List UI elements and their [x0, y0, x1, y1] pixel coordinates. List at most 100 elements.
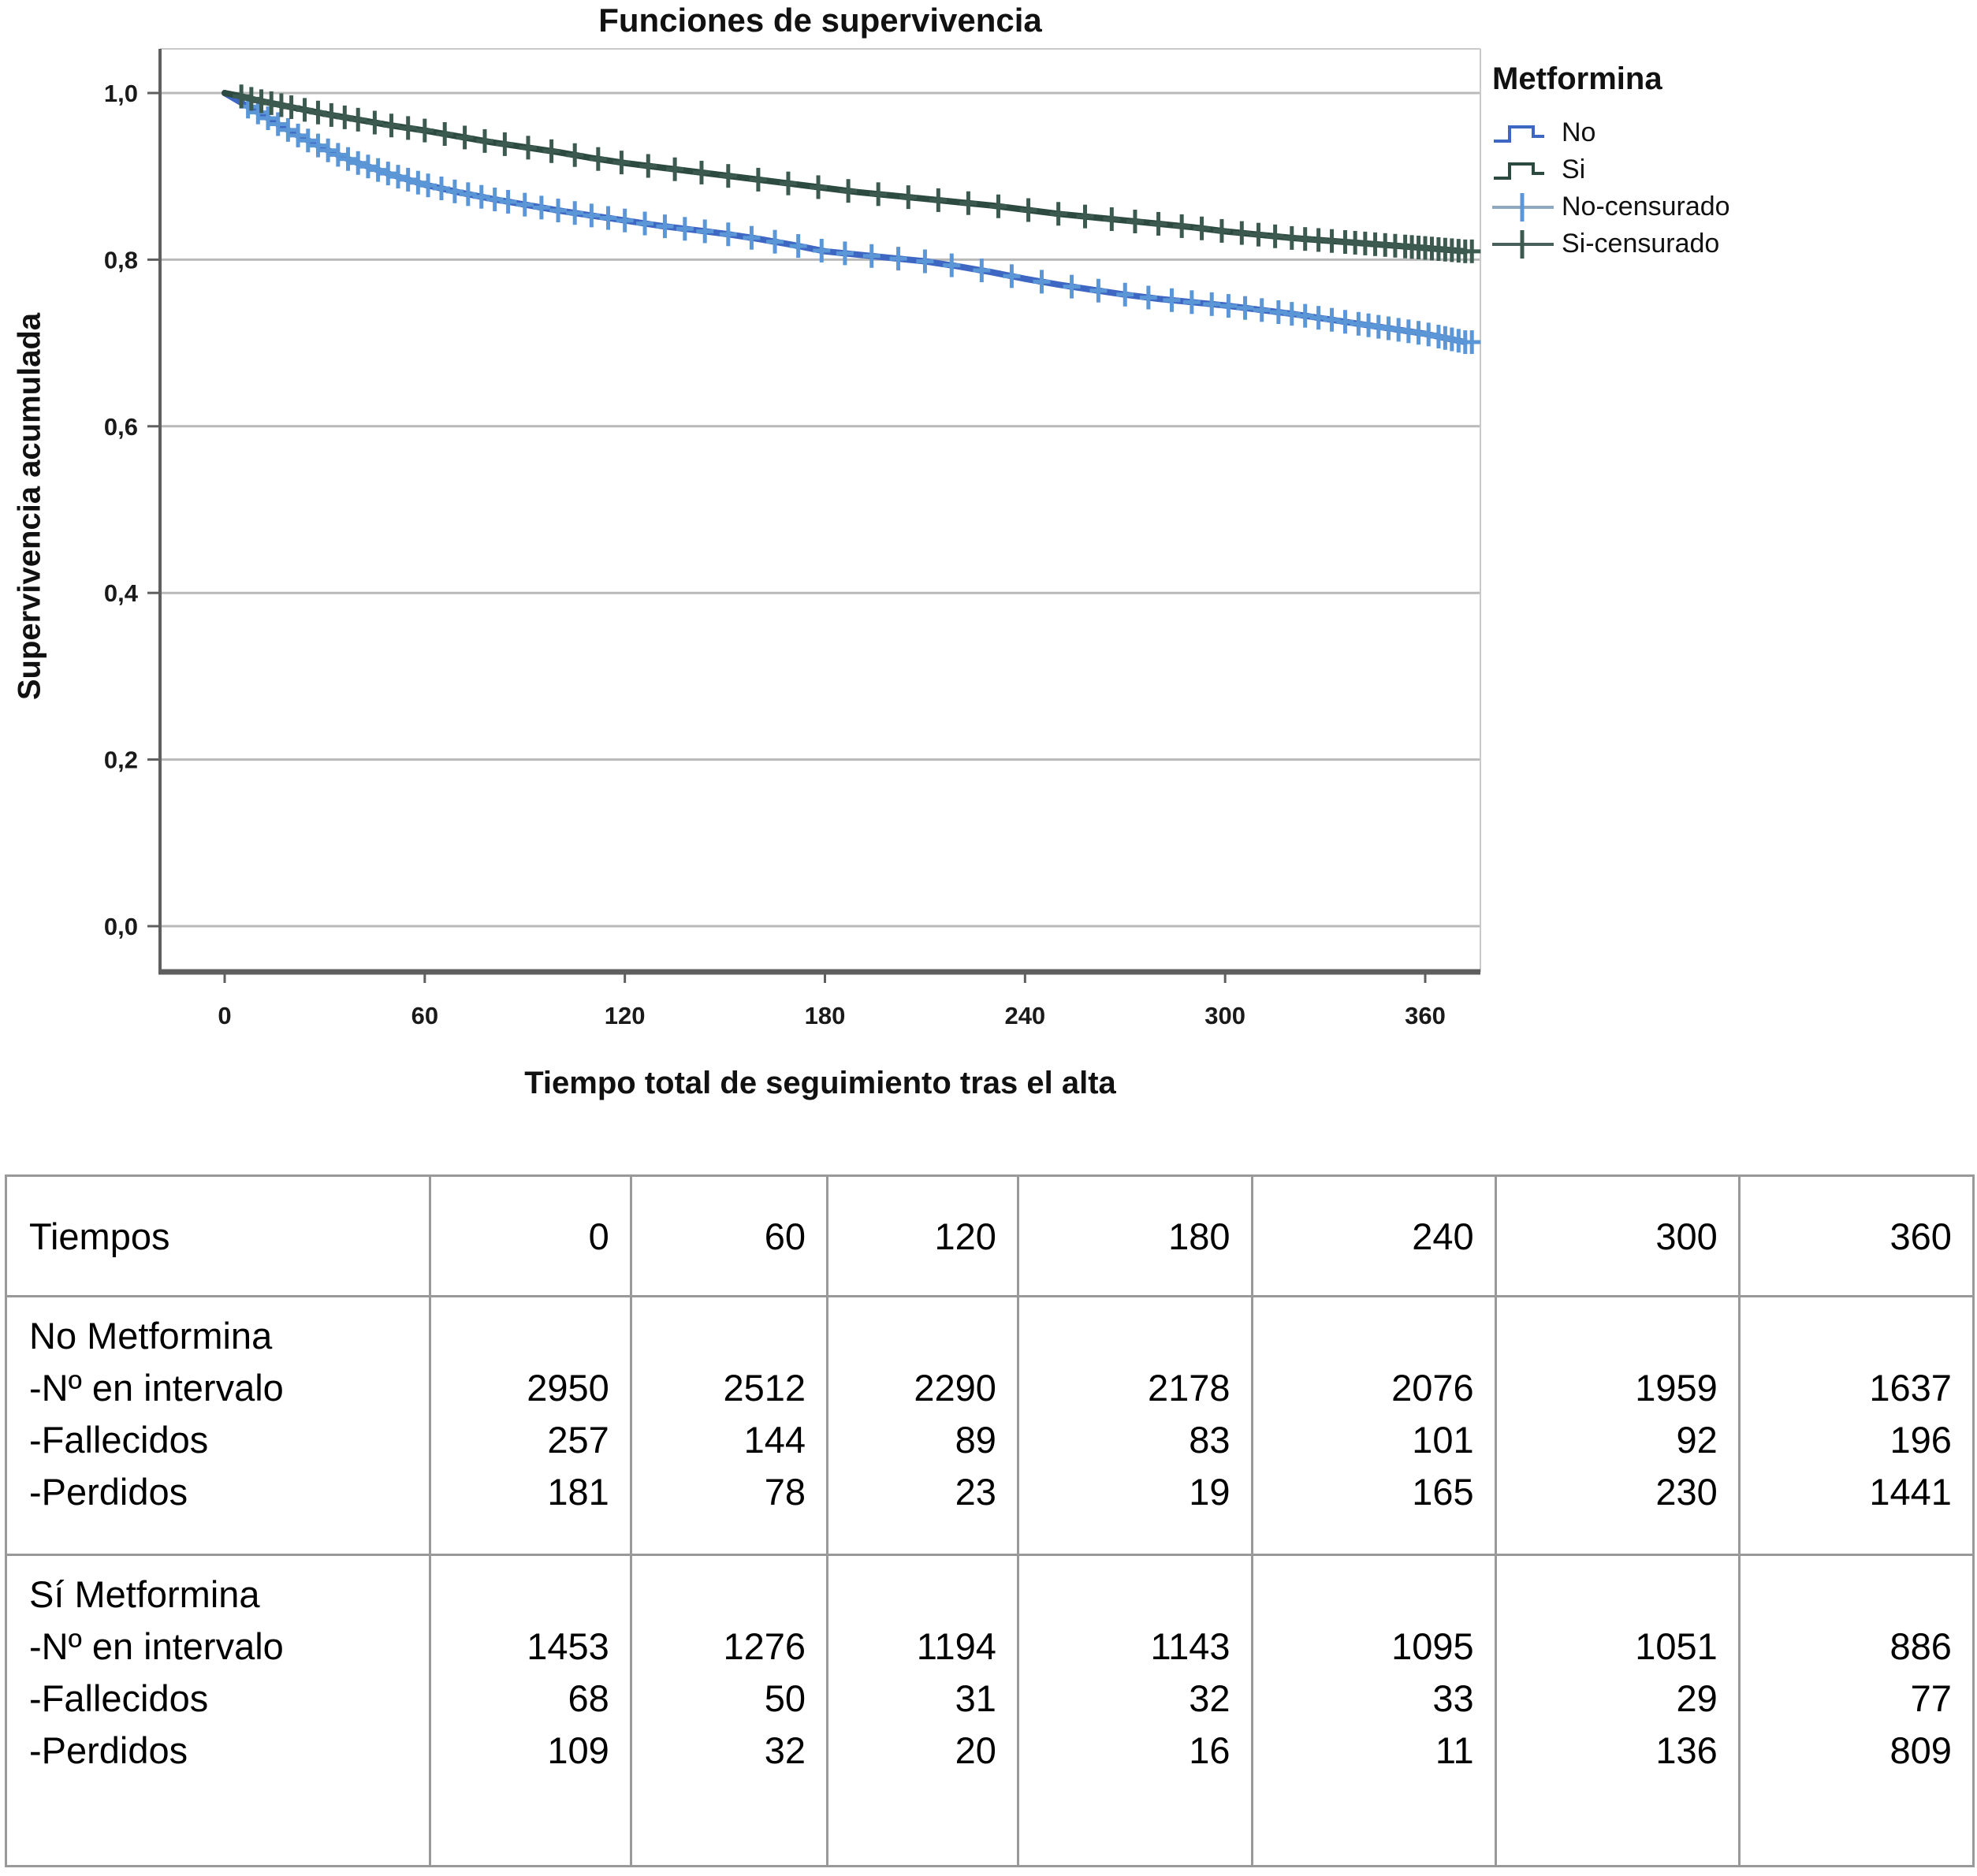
- row-value: 1194: [916, 1625, 996, 1667]
- row-value: 20: [955, 1729, 996, 1771]
- row-value: 23: [955, 1471, 996, 1513]
- row-value: 68: [568, 1677, 609, 1719]
- table-group-row: Sí Metformina -Nº en intervalo -Fallecidos…: [7, 1556, 1972, 1865]
- table-group-row: No Metformina -Nº en intervalo -Fallecidos…: [7, 1297, 1972, 1556]
- group-value-cell: 2076 101 165: [1253, 1297, 1497, 1556]
- row-value: 1453: [527, 1625, 609, 1667]
- header-time-value: 60: [631, 1177, 829, 1297]
- row-value: 1959: [1635, 1367, 1718, 1409]
- table-header-row: Tiempos 0 60 120 180 240 300 360: [7, 1177, 1972, 1297]
- legend-entry-si-censurado: Si-censurado: [1492, 225, 1965, 262]
- header-times-label: Tiempos: [7, 1177, 432, 1297]
- legend-entry-label: Si: [1562, 154, 1586, 184]
- legend-entry-no: No: [1492, 114, 1965, 151]
- legend-entry-si: Si: [1492, 151, 1965, 188]
- censor-cross-icon: [1492, 229, 1554, 259]
- group-value-cell: 2512 144 78: [631, 1297, 829, 1556]
- group-value-cell: 2290 89 23: [828, 1297, 1019, 1556]
- row-value: 230: [1655, 1471, 1718, 1513]
- step-line-icon: [1494, 162, 1544, 180]
- row-value: 19: [1189, 1471, 1231, 1513]
- survival-plot-svg: 0,0 0,2 0,4 0,6 0,8 1,0 0 60 120 180 240 300 360: [104, 48, 1481, 1029]
- row-value: 2950: [527, 1367, 609, 1409]
- risk-table: Tiempos 0 60 120 180 240 300 360 No Metformina -N…: [5, 1174, 1975, 1867]
- survival-curve-si: [222, 90, 1469, 255]
- spacer-line: [431, 1569, 629, 1621]
- spacer-line: [632, 1310, 826, 1362]
- spacer-line: [1741, 1569, 1972, 1621]
- group-value-cell: 1637 196 1441: [1740, 1297, 1972, 1556]
- group-name: Sí Metformina: [29, 1573, 260, 1615]
- group-value-cell: 1453 68 109: [431, 1556, 632, 1865]
- row-value: 16: [1189, 1729, 1231, 1771]
- legend-entry-no-censurado: No-censurado: [1492, 188, 1965, 225]
- row-value: 1637: [1869, 1367, 1952, 1409]
- row-value: 2512: [723, 1367, 806, 1409]
- row-value: 32: [1189, 1677, 1231, 1719]
- group-name: No Metformina: [29, 1315, 273, 1357]
- spacer-line: [1253, 1569, 1495, 1621]
- row-value: 32: [764, 1729, 806, 1771]
- legend-entry-label: No: [1562, 117, 1596, 147]
- legend-entry-label: Si-censurado: [1562, 229, 1720, 259]
- row-label: -Perdidos: [29, 1729, 188, 1771]
- step-line-icon: [1494, 125, 1544, 143]
- x-tick-label: 180: [805, 1002, 846, 1029]
- survival-chart: 0,0 0,2 0,4 0,6 0,8 1,0 0 60 120 180 240 300 360 Fun…: [13, 2, 1965, 1100]
- group-value-cell: 1095 33 11: [1253, 1556, 1497, 1865]
- y-tick-label: 1,0: [104, 80, 138, 107]
- legend-title: Metformina: [1492, 61, 1662, 96]
- header-time-value: 240: [1253, 1177, 1497, 1297]
- y-tick-label: 0,6: [104, 413, 138, 441]
- gridlines: [160, 91, 1480, 928]
- row-value: 165: [1412, 1471, 1474, 1513]
- row-label: -Fallecidos: [29, 1677, 209, 1719]
- row-label: -Nº en intervalo: [29, 1625, 284, 1667]
- axis-ticks: 0,0 0,2 0,4 0,6 0,8 1,0 0 60 120 180 240 300 360: [104, 80, 1446, 1029]
- censor-cross-icon: [1492, 192, 1554, 221]
- x-tick-label: 360: [1405, 1002, 1446, 1029]
- row-value: 136: [1655, 1729, 1718, 1771]
- spacer-line: [1019, 1310, 1251, 1362]
- row-value: 101: [1412, 1419, 1474, 1461]
- row-label: -Fallecidos: [29, 1419, 209, 1461]
- row-value: 2076: [1391, 1367, 1474, 1409]
- row-value: 196: [1890, 1419, 1952, 1461]
- x-tick-label: 120: [605, 1002, 646, 1029]
- spacer-line: [1497, 1310, 1738, 1362]
- row-value: 31: [955, 1677, 996, 1719]
- spacer-line: [1741, 1310, 1972, 1362]
- row-value: 181: [547, 1471, 609, 1513]
- row-value: 2290: [914, 1367, 996, 1409]
- x-tick-label: 0: [218, 1002, 231, 1029]
- legend-entries: No Si No-censurado Si-censurado: [1492, 114, 1965, 262]
- legend: Metformina No Si No-censurado Si-censurado: [1492, 61, 1965, 262]
- group-value-cell: 2178 83 19: [1018, 1297, 1253, 1556]
- y-tick-label: 0,4: [104, 579, 139, 607]
- spacer-line: [1019, 1569, 1251, 1621]
- header-time-value: 300: [1496, 1177, 1741, 1297]
- row-value: 257: [547, 1419, 609, 1461]
- row-value: 78: [764, 1471, 806, 1513]
- spacer-line: [431, 1310, 629, 1362]
- row-value: 89: [955, 1419, 996, 1461]
- group-value-cell: 886 77 809: [1741, 1556, 1972, 1865]
- row-value: 11: [1435, 1729, 1474, 1771]
- row-value: 1143: [1150, 1625, 1231, 1667]
- spacer-line: [828, 1310, 1017, 1362]
- x-tick-label: 60: [411, 1002, 438, 1029]
- group-value-cell: 1276 50 32: [632, 1556, 829, 1865]
- row-value: 77: [1910, 1677, 1952, 1719]
- header-time-value: 360: [1740, 1177, 1972, 1297]
- group-value-cell: 1143 32 16: [1019, 1556, 1253, 1865]
- row-value: 92: [1676, 1419, 1718, 1461]
- row-value: 29: [1676, 1677, 1718, 1719]
- row-value: 1441: [1869, 1471, 1952, 1513]
- row-value: 144: [743, 1419, 806, 1461]
- y-tick-label: 0,0: [104, 913, 138, 940]
- spacer-line: [1253, 1310, 1495, 1362]
- row-value: 886: [1890, 1625, 1952, 1667]
- plot-frame: [158, 48, 1481, 975]
- x-tick-label: 240: [1004, 1002, 1045, 1029]
- group-value-cell: 1194 31 20: [828, 1556, 1019, 1865]
